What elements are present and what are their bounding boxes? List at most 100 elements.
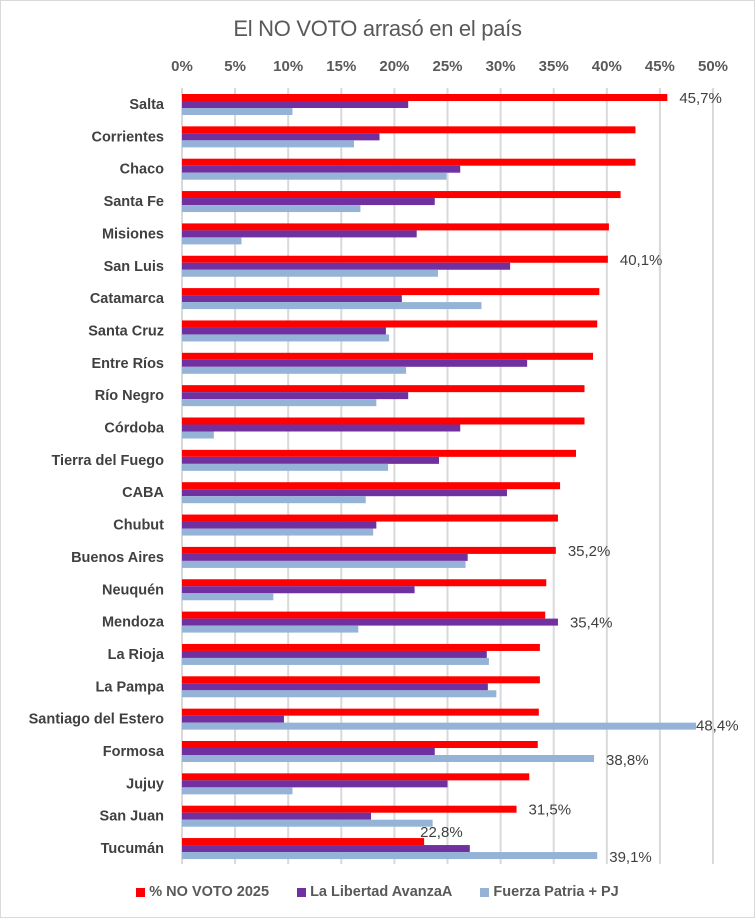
x-tick-label: 40%: [592, 58, 622, 75]
gridlines: [181, 88, 714, 864]
data-label-formosa: 38,8%: [606, 752, 649, 769]
bar-cordoba-fuerza-patria-pj: [182, 431, 214, 439]
bar-corrientes-no-voto-2025: [182, 126, 636, 134]
x-tick-label: 50%: [698, 58, 728, 75]
x-tick-label: 20%: [379, 58, 409, 75]
category-label-rio-negro: Río Negro: [95, 388, 164, 404]
bar-tierra-del-fuego-fuerza-patria-pj: [182, 463, 389, 471]
legend-swatch-no-voto: [136, 887, 146, 897]
bar-santa-cruz-no-voto-2025: [182, 320, 598, 328]
legend-swatch-fuerza-patria: [480, 887, 490, 897]
data-label-san-juan: 31,5%: [529, 802, 572, 819]
bar-santa-fe-fuerza-patria-pj: [182, 205, 361, 213]
category-label-chubut: Chubut: [113, 518, 164, 534]
bar-san-juan-fuerza-patria-pj: [182, 819, 433, 827]
bar-salta-no-voto-2025: [182, 94, 668, 101]
bar-jujuy-fuerza-patria-pj: [182, 787, 293, 795]
x-axis-ticks: 0% 5% 10% 15% 20% 25% 30% 35% 40% 45% 50%: [171, 58, 728, 75]
bar-rio-negro-no-voto-2025: [182, 385, 585, 393]
bar-salta-la-libertad-avanzaa: [182, 101, 409, 108]
bar-tucuman-no-voto-2025: [182, 838, 425, 846]
bar-chaco-fuerza-patria-pj: [182, 172, 447, 180]
data-label-tucuman: 39,1%: [609, 849, 652, 866]
bar-catamarca-no-voto-2025: [182, 288, 600, 296]
bar-san-juan-no-voto-2025: [182, 805, 517, 813]
category-label-san-luis: San Luis: [104, 259, 164, 275]
x-tick-label: 15%: [326, 58, 356, 75]
bar-entre-rios-fuerza-patria-pj: [182, 366, 407, 374]
bar-cordoba-la-libertad-avanzaa: [182, 424, 461, 432]
bar-la-pampa-fuerza-patria-pj: [182, 690, 497, 698]
category-label-san-juan: San Juan: [100, 809, 164, 825]
bar-santa-cruz-fuerza-patria-pj: [182, 334, 390, 342]
legend-label-lla: La Libertad AvanzaA: [310, 884, 453, 900]
bar-santa-fe-la-libertad-avanzaa: [182, 198, 435, 206]
legend-item-no-voto: % NO VOTO 2025: [136, 884, 269, 900]
category-label-mendoza: Mendoza: [102, 615, 165, 631]
category-label-la-rioja: La Rioja: [108, 647, 165, 663]
x-tick-label: 5%: [224, 58, 246, 75]
category-label-buenos-aires: Buenos Aires: [71, 550, 164, 566]
data-labels: 45,7% 40,1% 35,2% 35,4% 48,4% 38,8% 31,5% 22,8%…: [420, 90, 738, 866]
category-label-tierra-del-fuego: Tierra del Fuego: [51, 453, 164, 469]
bar-santa-cruz-la-libertad-avanzaa: [182, 327, 386, 335]
bar-chubut-no-voto-2025: [182, 514, 558, 522]
x-tick-label: 45%: [645, 58, 675, 75]
bar-caba-no-voto-2025: [182, 482, 561, 490]
bar-san-luis-no-voto-2025: [182, 255, 608, 263]
category-label-caba: CABA: [122, 485, 164, 501]
bar-tucuman-la-libertad-avanzaa: [182, 845, 470, 853]
data-label-salta: 45,7%: [679, 90, 722, 107]
bar-neuquen-fuerza-patria-pj: [182, 593, 274, 601]
bar-formosa-la-libertad-avanzaa: [182, 748, 435, 755]
category-labels: Salta Corrientes Chaco Santa Fe Misiones San …: [29, 97, 165, 857]
bar-la-rioja-la-libertad-avanzaa: [182, 650, 487, 658]
bar-santiago-del-estero-no-voto-2025: [182, 708, 539, 716]
bar-caba-la-libertad-avanzaa: [182, 489, 507, 497]
bar-salta-fuerza-patria-pj: [182, 108, 293, 115]
bar-formosa-no-voto-2025: [182, 741, 538, 748]
bars: [182, 94, 697, 860]
data-label-mendoza: 35,4%: [570, 615, 613, 632]
legend-label-no-voto: % NO VOTO 2025: [149, 884, 270, 900]
bar-cordoba-no-voto-2025: [182, 417, 585, 425]
bar-la-rioja-no-voto-2025: [182, 643, 540, 651]
data-label-santiago-del-estero: 48,4%: [696, 718, 739, 735]
bar-chubut-fuerza-patria-pj: [182, 528, 374, 536]
bar-corrientes-fuerza-patria-pj: [182, 140, 355, 148]
legend-item-lla: La Libertad AvanzaA: [297, 884, 452, 900]
bar-neuquen-la-libertad-avanzaa: [182, 586, 415, 594]
data-label-buenos-aires: 35,2%: [568, 543, 611, 560]
bar-catamarca-fuerza-patria-pj: [182, 302, 482, 310]
bar-entre-rios-no-voto-2025: [182, 352, 593, 360]
bar-san-luis-la-libertad-avanzaa: [182, 262, 511, 270]
legend-item-fuerza-patria: Fuerza Patria + PJ: [480, 884, 619, 900]
bar-la-rioja-fuerza-patria-pj: [182, 657, 489, 665]
category-label-santiago-del-estero: Santiago del Estero: [29, 712, 165, 728]
category-label-tucuman: Tucumán: [101, 841, 164, 857]
bar-san-juan-la-libertad-avanzaa: [182, 812, 372, 820]
category-label-catamarca: Catamarca: [90, 291, 165, 307]
bar-mendoza-no-voto-2025: [182, 611, 546, 619]
category-label-entre-rios: Entre Ríos: [91, 356, 164, 372]
bar-mendoza-fuerza-patria-pj: [182, 625, 359, 633]
category-label-neuquen: Neuquén: [102, 582, 164, 598]
category-label-santa-fe: Santa Fe: [104, 194, 164, 210]
bar-rio-negro-fuerza-patria-pj: [182, 399, 377, 407]
bar-neuquen-no-voto-2025: [182, 579, 547, 587]
bar-misiones-fuerza-patria-pj: [182, 237, 242, 245]
category-label-cordoba: Córdoba: [104, 421, 165, 437]
bar-caba-fuerza-patria-pj: [182, 496, 366, 504]
category-label-jujuy: Jujuy: [126, 776, 164, 792]
bar-mendoza-la-libertad-avanzaa: [182, 618, 558, 626]
bar-chubut-la-libertad-avanzaa: [182, 521, 377, 529]
x-tick-label: 10%: [273, 58, 303, 75]
legend-label-fuerza-patria: Fuerza Patria + PJ: [493, 884, 619, 900]
category-label-la-pampa: La Pampa: [96, 679, 165, 695]
chart-title: El NO VOTO arrasó en el país: [233, 16, 522, 41]
bar-chaco-no-voto-2025: [182, 158, 636, 166]
bar-santiago-del-estero-la-libertad-avanzaa: [182, 715, 284, 723]
bar-san-luis-fuerza-patria-pj: [182, 269, 438, 277]
bar-chaco-la-libertad-avanzaa: [182, 165, 461, 173]
